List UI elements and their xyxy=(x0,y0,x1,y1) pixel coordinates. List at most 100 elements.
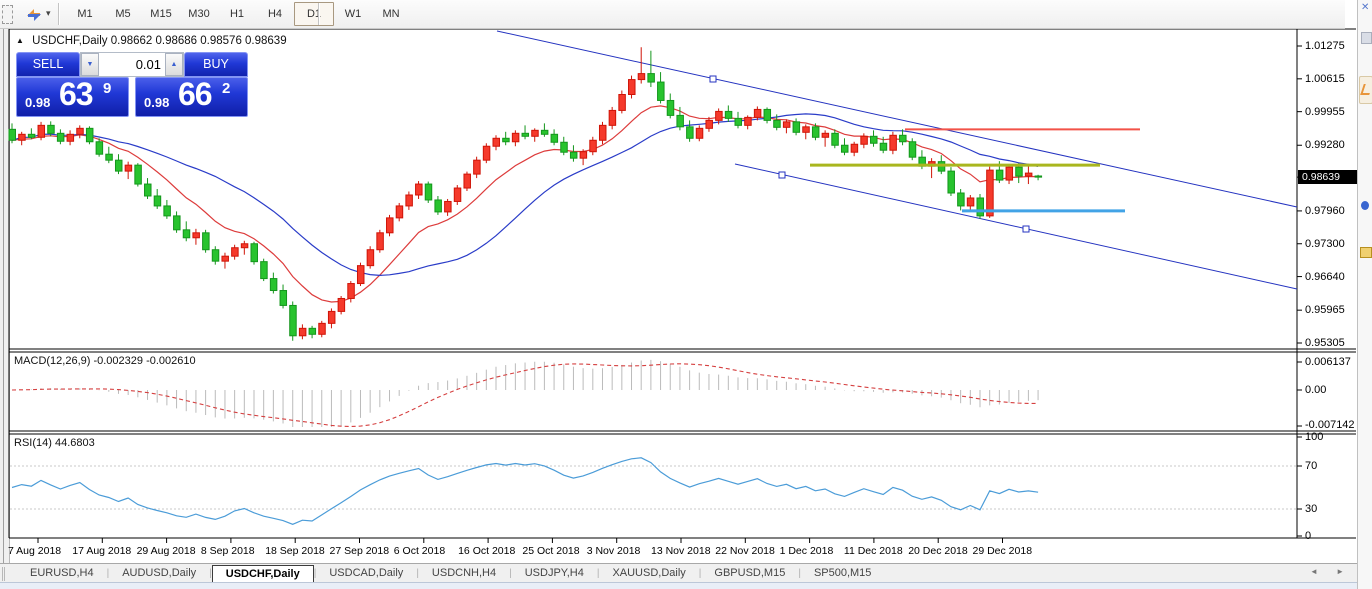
macd-label: MACD(12,26,9) -0.002329 -0.002610 xyxy=(14,355,196,367)
buy-button[interactable]: BUY xyxy=(184,52,248,77)
timeframe-button-w1[interactable]: W1 xyxy=(344,8,362,20)
toolbar-separator xyxy=(58,3,60,25)
panel-icon[interactable] xyxy=(1361,32,1372,44)
date-axis-label: 25 Oct 2018 xyxy=(522,545,580,557)
chart-tabs: EURUSD,H4 | AUDUSD,Daily | USDCHF,Daily | USDC… xyxy=(17,564,884,583)
date-axis-label: 22 Nov 2018 xyxy=(715,545,775,557)
date-axis-label: 20 Dec 2018 xyxy=(908,545,968,557)
buy-price-display[interactable]: 0.98 66 2 xyxy=(135,76,248,117)
tab-separator: | xyxy=(313,568,317,579)
chart-tab-usdchf[interactable]: USDCHF,Daily xyxy=(211,564,314,583)
timeframe-button-h4[interactable]: H4 xyxy=(267,8,283,20)
macd-axis-label: 0.006137 xyxy=(1305,356,1351,368)
tabbar-grip[interactable] xyxy=(2,566,17,581)
sell-button[interactable]: SELL xyxy=(16,52,80,77)
sell-price-main: 63 xyxy=(59,76,94,112)
volume-decrease-button[interactable]: ▼ xyxy=(81,53,99,76)
right-edge-strip: ✕ xyxy=(1357,0,1372,589)
timeframe-buttons: M1 M5 M15 M30 H1 H4 D1 W1 MN xyxy=(66,2,410,26)
tab-separator: | xyxy=(106,568,110,579)
toolbar-separator xyxy=(318,3,320,25)
price-axis-label: 0.99280 xyxy=(1305,139,1345,152)
date-axis-label: 18 Sep 2018 xyxy=(265,545,325,557)
folder-icon xyxy=(1360,247,1372,258)
globe-icon xyxy=(1361,201,1369,210)
chart-tab-audusd[interactable]: AUDUSD,Daily xyxy=(122,567,197,579)
volume-increase-button[interactable]: ▲ xyxy=(165,53,183,76)
buy-price-main: 66 xyxy=(178,76,213,112)
signature-button[interactable] xyxy=(1359,76,1372,104)
price-axis-label: 0.95305 xyxy=(1305,337,1345,349)
chart-tab-bar: EURUSD,H4 | AUDUSD,Daily | USDCHF,Daily | USDC… xyxy=(0,563,1372,583)
volume-input[interactable] xyxy=(99,53,165,76)
tab-scroll-arrows[interactable]: ◄ ► xyxy=(1309,567,1352,576)
date-axis-label: 17 Aug 2018 xyxy=(72,545,132,557)
chart-tab-xauusd[interactable]: XAUUSD,Daily xyxy=(612,567,686,579)
buy-price-pip: 2 xyxy=(222,80,231,97)
timeframe-button-m1[interactable]: M1 xyxy=(77,8,93,20)
timeframe-button-mn[interactable]: MN xyxy=(382,8,400,20)
timeframe-button-h1[interactable]: H1 xyxy=(229,8,245,20)
price-axis-label: 0.97300 xyxy=(1305,237,1345,250)
buy-price-prefix: 0.98 xyxy=(144,95,170,110)
price-axis-label: 1.00615 xyxy=(1305,72,1345,85)
sell-price-pip: 9 xyxy=(103,80,112,97)
price-axis-label: 0.97960 xyxy=(1305,204,1345,217)
symbols-icon[interactable] xyxy=(24,4,44,24)
timeframe-button-m30[interactable]: M30 xyxy=(188,8,210,20)
price-axis-label: 1.01275 xyxy=(1305,39,1345,52)
symbol-period-label: USDCHF,Daily xyxy=(32,35,108,47)
close-icon[interactable]: ✕ xyxy=(1361,2,1370,13)
volume-stepper: ▼ ▲ xyxy=(80,52,184,77)
tab-separator: | xyxy=(798,568,801,579)
date-axis-label: 8 Sep 2018 xyxy=(200,545,255,557)
date-axis-label: 1 Dec 2018 xyxy=(779,545,834,557)
chart-tab-gbpusd[interactable]: GBPUSD,M15 xyxy=(714,567,786,579)
date-axis-label: 16 Oct 2018 xyxy=(458,545,516,557)
tab-separator: | xyxy=(209,568,212,579)
date-axis-label: 7 Aug 2018 xyxy=(8,545,62,557)
status-bar xyxy=(0,582,1372,589)
timeframe-button-m15[interactable]: M15 xyxy=(150,8,172,20)
date-axis-label: 11 Dec 2018 xyxy=(843,545,903,557)
rsi-axis-label: 70 xyxy=(1305,460,1318,472)
macd-axis-label: 0.00 xyxy=(1305,384,1327,396)
tab-separator: | xyxy=(509,568,512,579)
chart-tab-eurusd[interactable]: EURUSD,H4 xyxy=(30,567,94,579)
chart-tab-usdcnh[interactable]: USDCNH,H4 xyxy=(431,567,497,579)
date-axis-label: 3 Nov 2018 xyxy=(586,545,641,557)
timeframe-toolbar: ▾ M1 M5 M15 M30 H1 H4 D1 W1 MN xyxy=(0,0,1345,29)
tab-separator: | xyxy=(596,568,600,579)
clipboard-icon[interactable] xyxy=(2,5,13,24)
date-axis-label: 29 Dec 2018 xyxy=(972,545,1033,557)
chart-title: ▲ USDCHF,Daily 0.98662 0.98686 0.98576 0… xyxy=(16,35,287,47)
date-axis-label: 13 Nov 2018 xyxy=(651,545,711,557)
date-axis-label: 6 Oct 2018 xyxy=(393,545,446,557)
ohlc-values: 0.98662 0.98686 0.98576 0.98639 xyxy=(110,35,287,47)
chart-tab-sp500[interactable]: SP500,M15 xyxy=(813,567,872,579)
rsi-axis-label: 100 xyxy=(1305,431,1324,443)
date-axis-label: 29 Aug 2018 xyxy=(136,545,196,557)
macd-axis-label: -0.007142 xyxy=(1305,419,1355,431)
tab-separator: | xyxy=(698,568,702,579)
rsi-label: RSI(14) 44.6803 xyxy=(14,437,95,449)
price-axis-label: 0.99955 xyxy=(1305,105,1345,118)
sell-price-display[interactable]: 0.98 63 9 xyxy=(16,76,129,117)
rsi-axis-label: 30 xyxy=(1305,503,1318,515)
sell-price-prefix: 0.98 xyxy=(25,95,51,110)
chart-tab-usdcad[interactable]: USDCAD,Daily xyxy=(329,567,404,579)
collapse-arrow-icon[interactable]: ▲ xyxy=(16,36,24,45)
timeframe-button-d1[interactable]: D1 xyxy=(294,2,334,26)
timeframe-button-m5[interactable]: M5 xyxy=(115,8,131,20)
price-axis-label: 0.96640 xyxy=(1305,270,1345,283)
one-click-trading-panel: SELL ▼ ▲ BUY 0.98 63 9 0.98 66 2 xyxy=(16,52,248,117)
date-axis-label: 27 Sep 2018 xyxy=(329,545,390,557)
chart-tab-usdjpy[interactable]: USDJPY,H4 xyxy=(524,567,584,579)
chevron-down-icon[interactable]: ▾ xyxy=(46,8,51,18)
tab-separator: | xyxy=(416,568,419,579)
price-axis-label: 0.95965 xyxy=(1305,304,1345,317)
rsi-axis-label: 0 xyxy=(1305,530,1312,542)
current-price-tag: 0.98639 xyxy=(1298,170,1357,184)
